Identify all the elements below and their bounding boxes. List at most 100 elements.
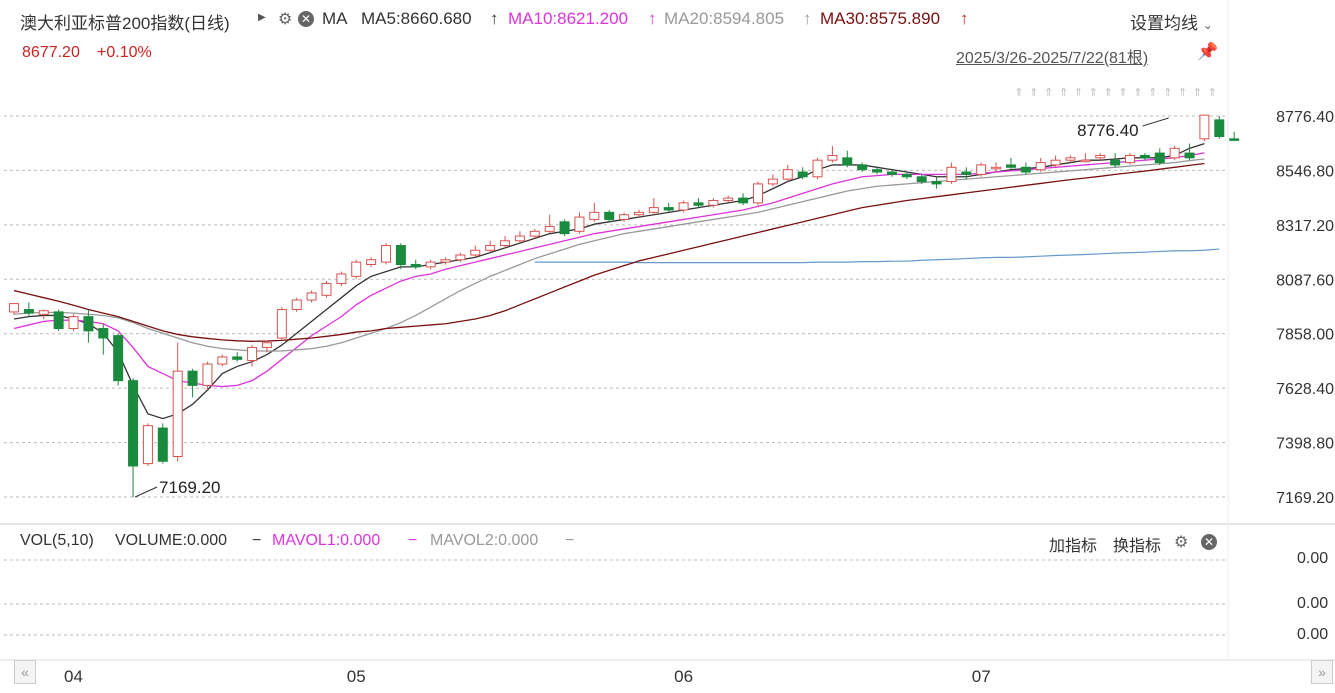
candle	[98, 323, 109, 355]
marker-arrow: ⇑	[1074, 86, 1083, 99]
candle	[23, 302, 34, 317]
ma20-line	[13, 158, 1205, 352]
vol-ytick-label: 0.00	[1297, 626, 1329, 643]
candle	[232, 352, 243, 362]
candle	[753, 181, 763, 206]
settings-ma-link[interactable]: 设置均线 ⌄	[1130, 9, 1213, 34]
candle-body	[812, 159, 823, 178]
candle	[842, 150, 853, 168]
candle-body	[559, 221, 570, 235]
candle	[53, 309, 64, 331]
play-icon[interactable]: ▶	[258, 12, 266, 23]
ytick-label: 8317.20	[1276, 218, 1334, 235]
candle	[1184, 143, 1195, 161]
annotation-arrow	[1142, 117, 1169, 127]
candle	[83, 309, 94, 343]
close-icon[interactable]: ✕	[298, 11, 314, 27]
ma5-value: MA5:8660.680	[361, 9, 472, 28]
candle-body	[678, 202, 689, 211]
ma30-value: MA30:8575.890	[820, 9, 941, 28]
candle-body	[142, 425, 153, 465]
current-price: 8677.20	[22, 44, 80, 61]
candle	[128, 378, 139, 497]
candle-body	[23, 309, 34, 314]
candle	[500, 236, 511, 248]
ma20-value: MA20:8594.805	[664, 9, 785, 28]
candle-body	[976, 164, 987, 175]
ma30-line	[13, 162, 1205, 342]
ma10-value: MA10:8621.200	[508, 9, 629, 28]
ma-label: MA	[322, 9, 348, 28]
pin-icon[interactable]: 📌	[1197, 42, 1219, 61]
annotation-label: 7169.20	[159, 478, 220, 497]
candle	[276, 307, 287, 341]
chevron-down-icon: ⌄	[1202, 18, 1213, 32]
candle	[366, 257, 377, 267]
candle-body	[202, 363, 213, 386]
candle	[1005, 157, 1016, 170]
close-icon[interactable]: ✕	[1201, 534, 1217, 550]
candle-body	[485, 245, 496, 251]
candle-body	[232, 356, 243, 360]
candle	[648, 198, 659, 215]
ytick-label: 7169.20	[1276, 490, 1334, 507]
mavol2-dash: −	[565, 532, 575, 549]
candle-body	[98, 327, 109, 339]
candle-body	[767, 178, 778, 185]
ytick-label: 7628.40	[1276, 381, 1334, 398]
scroll-right-button[interactable]: »	[1311, 660, 1333, 684]
price-change: +0.10%	[97, 44, 152, 61]
candle	[991, 162, 1002, 173]
ytick-label: 8087.60	[1276, 272, 1334, 289]
candle	[381, 243, 391, 265]
marker-arrow: ⇑	[1148, 86, 1157, 99]
candle	[336, 271, 347, 286]
candle-body	[648, 207, 659, 213]
candle-body	[633, 211, 644, 216]
candle-body	[336, 273, 347, 284]
candle	[544, 214, 555, 234]
annotation-label: 8776.40	[1077, 121, 1138, 140]
candle	[202, 361, 213, 391]
candle	[663, 202, 674, 213]
candle-body	[1020, 166, 1031, 173]
annotation-arrow	[134, 486, 158, 498]
gear-icon[interactable]: ⚙	[1174, 534, 1189, 551]
candle-body	[738, 197, 749, 204]
candle-body	[1110, 159, 1121, 166]
candle	[1214, 116, 1225, 139]
candle-body	[217, 356, 228, 365]
candle-body	[53, 311, 64, 329]
candle	[1050, 155, 1061, 168]
marker-arrow: ⇑	[1119, 86, 1128, 99]
candle-body	[455, 254, 466, 261]
candle	[857, 162, 868, 173]
candle-body	[306, 292, 317, 301]
candle-body	[1214, 119, 1225, 137]
candle	[1065, 155, 1076, 163]
candle-body	[544, 226, 555, 232]
scroll-left-button[interactable]: «	[14, 660, 36, 684]
candle	[425, 259, 436, 270]
candle	[1229, 131, 1240, 142]
candle	[678, 200, 689, 213]
switch-indicator-button[interactable]: 换指标	[1113, 538, 1162, 555]
candle	[619, 212, 630, 222]
candle-body	[1139, 154, 1150, 159]
candle-body	[172, 370, 183, 458]
marker-arrow: ⇑	[1208, 86, 1217, 99]
candle	[574, 212, 585, 234]
gear-icon[interactable]: ⚙	[278, 11, 293, 28]
marker-arrow: ⇑	[1014, 86, 1023, 99]
ma10-arrow: ↑	[648, 9, 657, 28]
volume-dash: −	[252, 532, 262, 549]
candle-body	[1080, 159, 1091, 163]
candle	[321, 281, 332, 298]
candle-body	[128, 380, 139, 467]
add-indicator-button[interactable]: 加指标	[1049, 538, 1098, 555]
candle	[976, 162, 987, 177]
candle-body	[931, 181, 942, 185]
candle-body	[529, 230, 540, 237]
mavol2-value: MAVOL2:0.000	[430, 532, 539, 549]
